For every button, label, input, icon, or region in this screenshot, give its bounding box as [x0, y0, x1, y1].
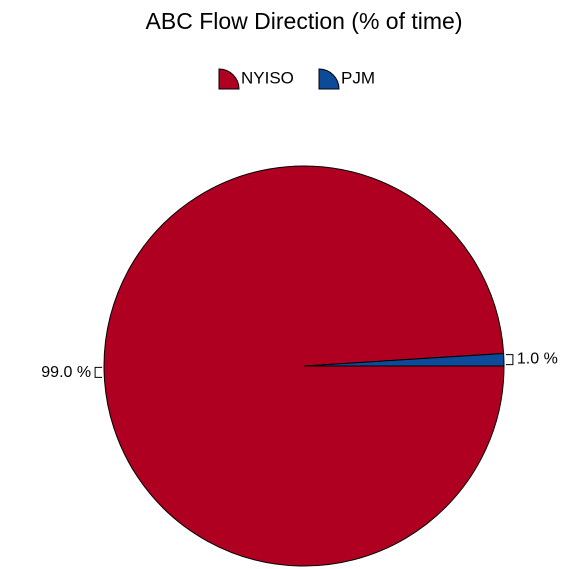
leader-line	[505, 354, 514, 366]
legend-label: NYISO	[241, 68, 294, 87]
leader-line	[94, 366, 103, 378]
legend-swatch	[318, 68, 340, 90]
data-label: 1.0 %	[517, 351, 558, 368]
data-label: 99.0 %	[41, 364, 91, 381]
legend-swatch	[218, 68, 240, 90]
pie-slice	[303, 352, 505, 367]
legend-label: PJM	[341, 68, 375, 87]
chart-title: ABC Flow Direction (% of time)	[146, 8, 463, 34]
